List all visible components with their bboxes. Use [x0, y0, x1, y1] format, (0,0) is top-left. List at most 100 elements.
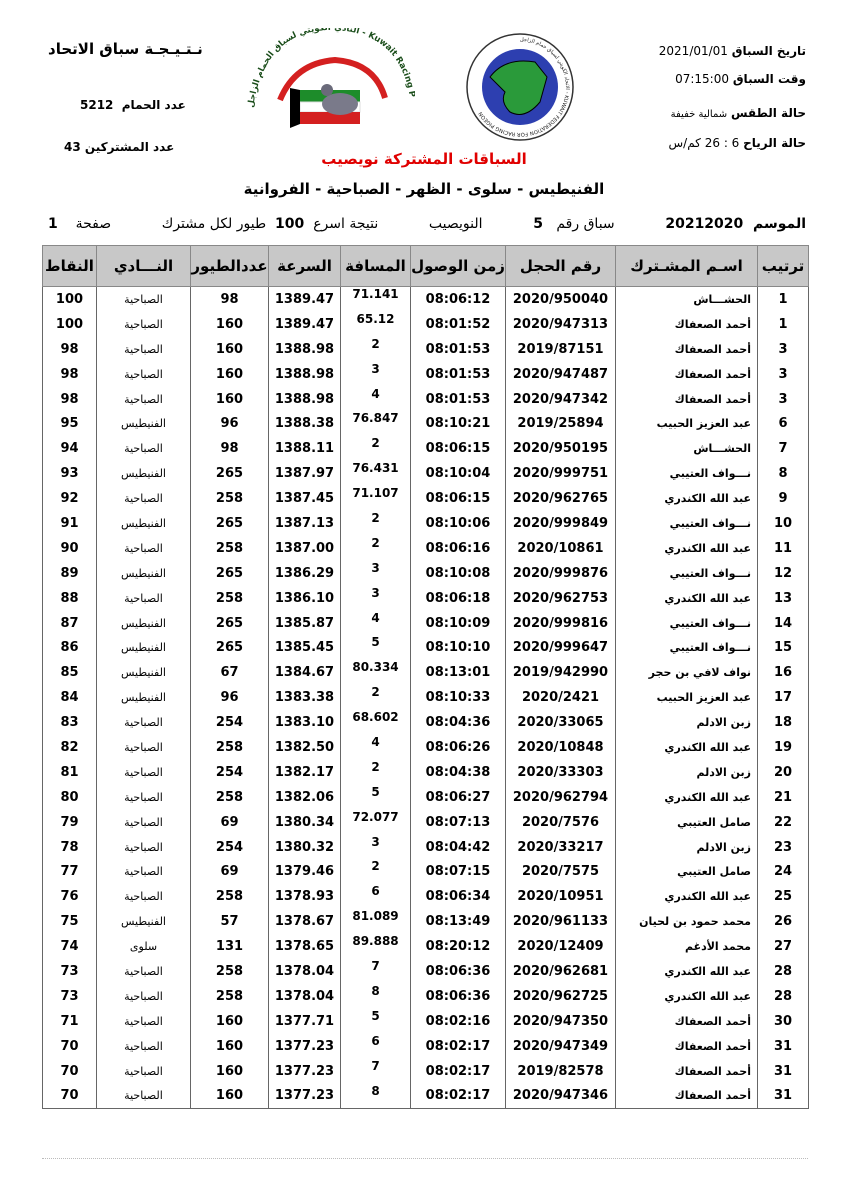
cell-speed: 1382.17	[268, 759, 341, 785]
cell-rank: 31	[757, 1058, 809, 1084]
cell-name: أحمد الصعفاك	[615, 336, 758, 362]
cell-club: الصباحية	[96, 1008, 191, 1034]
table-row: 24 صامل العتيبي 2020/7575 08:07:15 2 1379.46 6…	[42, 859, 809, 885]
cell-ring: 2020/33065	[505, 710, 616, 736]
cell-arrival: 08:01:52	[410, 311, 506, 337]
cell-arrival: 08:02:17	[410, 1083, 506, 1110]
cell-ring: 2020/962765	[505, 486, 616, 512]
cell-dist: 68.602	[340, 710, 411, 736]
cell-points: 76	[42, 884, 97, 910]
per-participant-label: طيور لكل مشترك	[161, 216, 267, 232]
kuwait-racing-pigeon-club-logo: النادي الكويتي لسباق الحمام الزاجل - Kuw…	[245, 28, 415, 128]
page-value: 1	[48, 216, 58, 232]
cell-points: 80	[42, 784, 97, 810]
race-date-value: 2021/01/01	[658, 44, 728, 58]
result-count-value: 100	[275, 216, 305, 232]
table-row: 8 نـــواف العتيبي 2020/999751 08:10:04 76.43…	[42, 461, 809, 487]
cell-rank: 25	[757, 884, 809, 910]
table-row: 22 صامل العتيبي 2020/7576 08:07:13 72.077 138…	[42, 809, 809, 835]
cell-arrival: 08:13:01	[410, 660, 506, 686]
cell-rank: 28	[757, 983, 809, 1009]
cell-ring: 2020/962725	[505, 983, 616, 1009]
cell-points: 75	[42, 909, 97, 935]
race-date-label: تاريخ السباق	[731, 44, 806, 58]
cell-points: 88	[42, 585, 97, 611]
cell-ring: 2020/10848	[505, 735, 616, 760]
cell-dist: 5	[340, 1008, 411, 1034]
cell-name: نـــواف العتيبي	[615, 610, 758, 636]
cell-dist: 65.12	[340, 311, 411, 337]
cell-birds: 57	[190, 909, 269, 935]
cell-ring: 2020/947313	[505, 311, 616, 337]
cell-arrival: 08:02:17	[410, 1033, 506, 1059]
cell-rank: 9	[757, 486, 809, 512]
cell-birds: 160	[190, 361, 269, 387]
cell-name: عبد الله الكندري	[615, 959, 758, 984]
pigeon-count: عدد الحمام 5212	[80, 98, 186, 112]
cell-club: الصباحية	[96, 759, 191, 785]
cell-arrival: 08:01:53	[410, 336, 506, 362]
page-number: صفحة 1	[48, 216, 111, 232]
cell-points: 70	[42, 1058, 97, 1084]
cell-rank: 23	[757, 834, 809, 860]
cell-name: عبد الله الكندري	[615, 735, 758, 760]
participant-count: عدد المشتركين 43	[64, 140, 174, 154]
cell-birds: 258	[190, 983, 269, 1009]
cell-dist: 3	[340, 585, 411, 611]
cell-arrival: 08:04:38	[410, 759, 506, 785]
cell-ring: 2020/999751	[505, 461, 616, 487]
cell-name: أحمد الصعفاك	[615, 1008, 758, 1034]
cell-name: عبد الله الكندري	[615, 535, 758, 561]
cell-points: 82	[42, 735, 97, 760]
cell-dist: 71.141	[340, 286, 411, 312]
cell-arrival: 08:06:26	[410, 735, 506, 760]
cell-rank: 12	[757, 560, 809, 586]
cell-arrival: 08:13:49	[410, 909, 506, 935]
cell-dist: 3	[340, 361, 411, 387]
cell-birds: 160	[190, 1083, 269, 1110]
cell-club: الصباحية	[96, 486, 191, 512]
table-row: 12 نـــواف العتيبي 2020/999876 08:10:08 3 138…	[42, 560, 809, 586]
cell-ring: 2020/999876	[505, 560, 616, 586]
cell-points: 89	[42, 560, 97, 586]
cell-birds: 258	[190, 486, 269, 512]
wind-value: 6 : 26 كم/س	[668, 136, 740, 150]
cell-club: الصباحية	[96, 311, 191, 337]
cell-dist: 3	[340, 834, 411, 860]
cell-birds: 258	[190, 884, 269, 910]
cell-speed: 1388.98	[268, 336, 341, 362]
weather-label: حالة الطقس	[730, 106, 806, 120]
cell-club: الصباحية	[96, 735, 191, 760]
cell-speed: 1387.97	[268, 461, 341, 487]
cell-arrival: 08:06:12	[410, 286, 506, 312]
cell-birds: 258	[190, 535, 269, 561]
cell-dist: 5	[340, 635, 411, 661]
cell-name: نـــواف العتيبي	[615, 560, 758, 586]
cell-name: أحمد الصعفاك	[615, 311, 758, 337]
cell-birds: 69	[190, 859, 269, 885]
cell-club: الصباحية	[96, 809, 191, 835]
cell-rank: 30	[757, 1008, 809, 1034]
cell-ring: 2019/942990	[505, 660, 616, 686]
cell-arrival: 08:06:16	[410, 535, 506, 561]
cell-speed: 1378.93	[268, 884, 341, 910]
cell-ring: 2020/7575	[505, 859, 616, 885]
cell-rank: 1	[757, 286, 809, 312]
table-row: 14 نـــواف العتيبي 2020/999816 08:10:09 4 138…	[42, 610, 809, 636]
cell-name: صامل العتيبي	[615, 809, 758, 835]
cell-ring: 2019/25894	[505, 411, 616, 437]
cell-dist: 2	[340, 535, 411, 561]
cell-rank: 3	[757, 386, 809, 412]
cell-name: عبد الله الكندري	[615, 585, 758, 611]
participant-count-value: 43	[64, 140, 81, 154]
cell-arrival: 08:10:21	[410, 411, 506, 437]
cell-name: زبن الادلم	[615, 759, 758, 785]
col-name: اسـم المشـترك	[615, 245, 758, 287]
cell-points: 94	[42, 436, 97, 462]
race-number-label: سباق رقم	[556, 216, 615, 232]
cell-points: 81	[42, 759, 97, 785]
cell-birds: 67	[190, 660, 269, 686]
pigeon-count-value: 5212	[80, 98, 114, 112]
cell-birds: 254	[190, 710, 269, 736]
cell-speed: 1385.87	[268, 610, 341, 636]
